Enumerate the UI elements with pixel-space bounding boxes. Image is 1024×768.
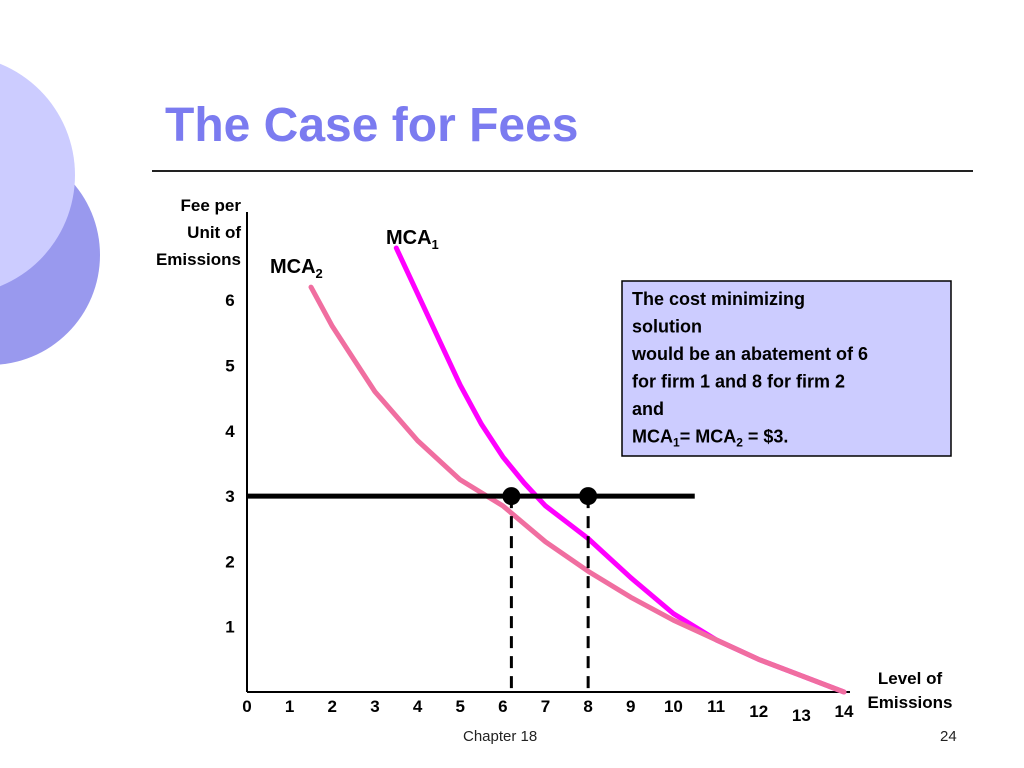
footer-page-number: 24 [940, 728, 957, 745]
decorative-circle-light [0, 63, 75, 287]
y-axis-label: Unit of [187, 223, 241, 242]
note-line: MCA1= MCA2 = $3. [632, 427, 788, 450]
x-tick-label: 10 [664, 697, 683, 716]
note-line: and [632, 399, 664, 419]
y-tick-label: 2 [225, 552, 234, 571]
x-axis-label: Level of [878, 669, 943, 688]
note-box [621, 280, 952, 457]
intersection-point [579, 487, 598, 506]
x-tick-label: 2 [328, 697, 337, 716]
title-divider [152, 170, 973, 172]
x-tick-label: 7 [541, 697, 550, 716]
x-tick-label: 3 [370, 697, 379, 716]
x-tick-label: 0 [242, 697, 251, 716]
y-axis-label: Emissions [156, 250, 241, 269]
x-tick-label: 6 [498, 697, 507, 716]
x-tick-label: 11 [707, 697, 725, 716]
intersection-point [502, 487, 521, 506]
mca1-label: MCA1 [386, 227, 439, 252]
x-tick-label: 8 [583, 697, 592, 716]
x-axis-label: Emissions [867, 693, 952, 712]
x-tick-label: 1 [285, 697, 294, 716]
x-tick-label: 4 [413, 697, 423, 716]
note-line: solution [632, 317, 702, 337]
x-tick-label: 14 [835, 702, 854, 721]
y-tick-label: 5 [225, 357, 234, 376]
note-line: would be an abatement of 6 [631, 344, 868, 364]
x-tick-label: 9 [626, 697, 635, 716]
mca2-curve [308, 284, 847, 695]
note-line: The cost minimizing [632, 289, 805, 309]
note-line: for firm 1 and 8 for firm 2 [632, 372, 845, 392]
y-tick-label: 4 [225, 422, 235, 441]
y-tick-label: 3 [225, 487, 234, 506]
x-tick-label: 13 [792, 706, 811, 725]
y-axis-label: Fee per [181, 196, 242, 215]
x-tick-label: 5 [455, 697, 464, 716]
y-tick-label: 6 [225, 291, 234, 310]
footer-chapter: Chapter 18 [463, 728, 538, 745]
x-tick-label: 12 [749, 702, 768, 721]
page-title: The Case for Fees [165, 99, 579, 152]
mca2-label: MCA2 [270, 256, 323, 281]
y-tick-label: 1 [225, 618, 234, 637]
